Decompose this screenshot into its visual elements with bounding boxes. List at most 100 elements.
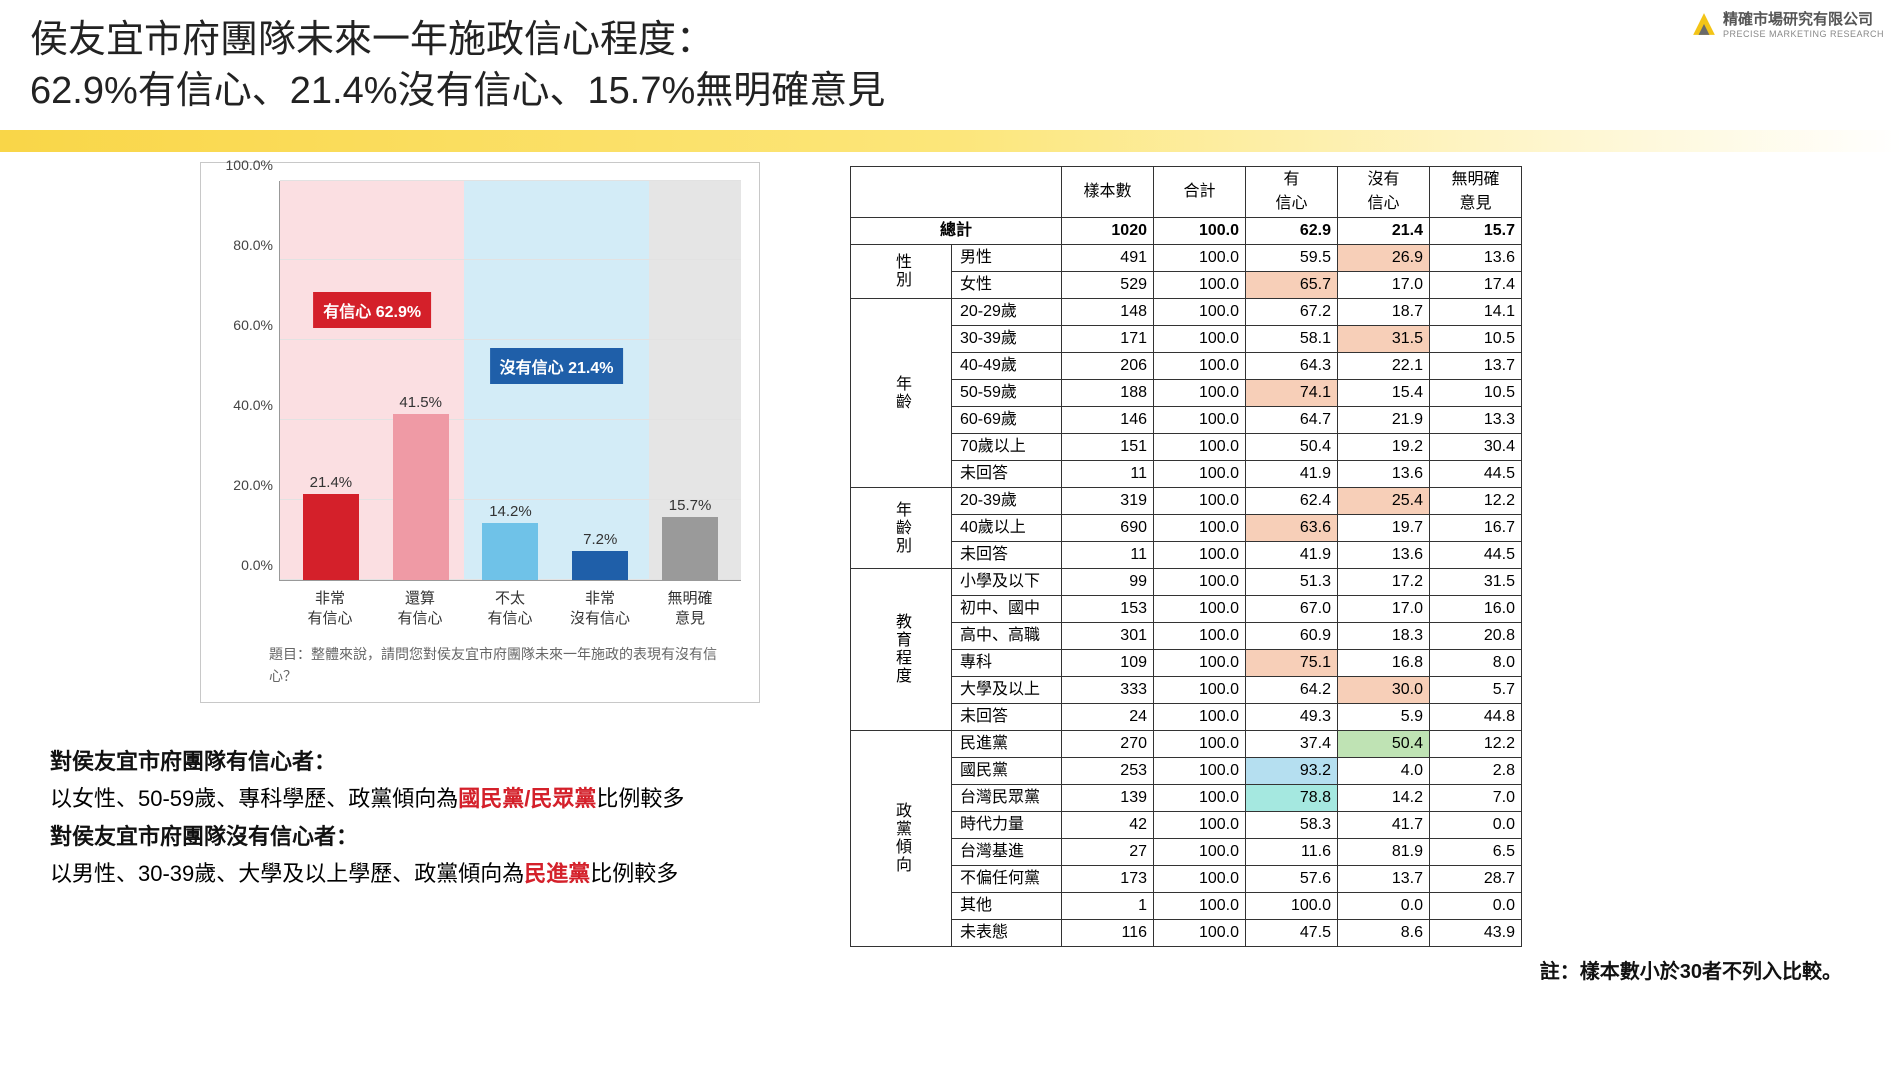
table-row: 女性529100.065.717.017.4 (851, 271, 1522, 298)
cell: 100.0 (1154, 298, 1246, 325)
row-label: 未回答 (952, 541, 1062, 568)
cell: 13.3 (1430, 406, 1522, 433)
cell: 11 (1062, 460, 1154, 487)
cell: 1020 (1062, 217, 1154, 244)
xtick: 非常沒有信心 (561, 589, 639, 630)
summary-h1: 對侯友宜市府團隊有信心者： (50, 743, 790, 780)
cell: 491 (1062, 244, 1154, 271)
cell: 44.5 (1430, 460, 1522, 487)
bar-value-label: 15.7% (669, 497, 712, 514)
cell: 100.0 (1154, 919, 1246, 946)
bar-chart: 0.0%20.0%40.0%60.0%80.0%100.0% 21.4%41.5… (200, 162, 760, 703)
cell: 100.0 (1154, 568, 1246, 595)
row-label: 男性 (952, 244, 1062, 271)
cell: 74.1 (1246, 379, 1338, 406)
table-header-row: 樣本數合計有信心沒有信心無明確意見 (851, 166, 1522, 217)
cell: 173 (1062, 865, 1154, 892)
bar: 15.7% (651, 497, 729, 580)
cell: 43.9 (1430, 919, 1522, 946)
cell: 19.2 (1338, 433, 1430, 460)
cell: 100.0 (1154, 757, 1246, 784)
table-row: 台灣民眾黨139100.078.814.27.0 (851, 784, 1522, 811)
cell: 100.0 (1154, 784, 1246, 811)
cell: 78.8 (1246, 784, 1338, 811)
table-row: 未表態116100.047.58.643.9 (851, 919, 1522, 946)
row-label: 50-59歲 (952, 379, 1062, 406)
cell: 17.0 (1338, 271, 1430, 298)
cell: 100.0 (1154, 703, 1246, 730)
cell: 13.7 (1338, 865, 1430, 892)
cell: 62.4 (1246, 487, 1338, 514)
table-row: 年齡別20-39歲319100.062.425.412.2 (851, 487, 1522, 514)
col-header: 有信心 (1246, 166, 1338, 217)
row-label: 40歲以上 (952, 514, 1062, 541)
cell: 31.5 (1430, 568, 1522, 595)
cell: 11 (1062, 541, 1154, 568)
title-line1: 侯友宜市府團隊未來一年施政信心程度： (30, 19, 714, 61)
cell: 319 (1062, 487, 1154, 514)
cell: 42 (1062, 811, 1154, 838)
cell: 100.0 (1154, 487, 1246, 514)
cell: 100.0 (1154, 595, 1246, 622)
table-row: 50-59歲188100.074.115.410.5 (851, 379, 1522, 406)
cell: 81.9 (1338, 838, 1430, 865)
table-row: 教育程度小學及以下99100.051.317.231.5 (851, 568, 1522, 595)
cell: 17.4 (1430, 271, 1522, 298)
cell: 0.0 (1338, 892, 1430, 919)
cell: 253 (1062, 757, 1154, 784)
cell: 16.8 (1338, 649, 1430, 676)
cell: 109 (1062, 649, 1154, 676)
cell: 64.7 (1246, 406, 1338, 433)
summary-l4: 以男性、30-39歲、大學及以上學歷、政黨傾向為民進黨比例較多 (50, 855, 790, 892)
cell: 18.3 (1338, 622, 1430, 649)
cell: 75.1 (1246, 649, 1338, 676)
row-label: 40-49歲 (952, 352, 1062, 379)
cell: 100.0 (1154, 676, 1246, 703)
table-row: 70歲以上151100.050.419.230.4 (851, 433, 1522, 460)
header: 精確市場研究有限公司 PRECISE MARKETING RESEARCH 侯友… (0, 0, 1902, 118)
cell: 14.2 (1338, 784, 1430, 811)
cell: 64.2 (1246, 676, 1338, 703)
cell: 100.0 (1154, 811, 1246, 838)
cell: 59.5 (1246, 244, 1338, 271)
cell: 47.5 (1246, 919, 1338, 946)
cell: 15.7 (1430, 217, 1522, 244)
cell: 5.9 (1338, 703, 1430, 730)
group-header: 政黨傾向 (851, 730, 952, 946)
cell: 333 (1062, 676, 1154, 703)
bar-value-label: 7.2% (583, 531, 617, 548)
group-header: 性別 (851, 244, 952, 298)
cell: 63.6 (1246, 514, 1338, 541)
crosstab-table: 樣本數合計有信心沒有信心無明確意見總計1020100.062.921.415.7… (850, 166, 1522, 947)
cell: 50.4 (1246, 433, 1338, 460)
cell: 30.4 (1430, 433, 1522, 460)
summary-text: 對侯友宜市府團隊有信心者： 以女性、50-59歲、專科學歷、政黨傾向為國民黨/民… (50, 703, 790, 893)
xtick: 還算有信心 (381, 589, 459, 630)
cell: 27 (1062, 838, 1154, 865)
cell: 116 (1062, 919, 1154, 946)
cell: 10.5 (1430, 379, 1522, 406)
table-row: 40歲以上690100.063.619.716.7 (851, 514, 1522, 541)
cell: 188 (1062, 379, 1154, 406)
ytick: 40.0% (233, 397, 273, 413)
group-header: 教育程度 (851, 568, 952, 730)
cell: 100.0 (1154, 730, 1246, 757)
row-label: 未回答 (952, 703, 1062, 730)
cell: 31.5 (1338, 325, 1430, 352)
cell: 67.0 (1246, 595, 1338, 622)
table-row: 性別男性491100.059.526.913.6 (851, 244, 1522, 271)
left-panel: 0.0%20.0%40.0%60.0%80.0%100.0% 21.4%41.5… (30, 162, 790, 984)
cell: 146 (1062, 406, 1154, 433)
row-label: 民進黨 (952, 730, 1062, 757)
content: 0.0%20.0%40.0%60.0%80.0%100.0% 21.4%41.5… (0, 152, 1902, 984)
right-panel: 樣本數合計有信心沒有信心無明確意見總計1020100.062.921.415.7… (850, 162, 1872, 984)
cell: 62.9 (1246, 217, 1338, 244)
cell: 58.1 (1246, 325, 1338, 352)
table-row: 未回答11100.041.913.644.5 (851, 460, 1522, 487)
row-label: 20-39歲 (952, 487, 1062, 514)
row-label: 不偏任何黨 (952, 865, 1062, 892)
title-line2: 62.9%有信心、21.4%沒有信心、15.7%無明確意見 (30, 70, 885, 112)
cell: 30.0 (1338, 676, 1430, 703)
row-label: 女性 (952, 271, 1062, 298)
cell: 100.0 (1154, 514, 1246, 541)
